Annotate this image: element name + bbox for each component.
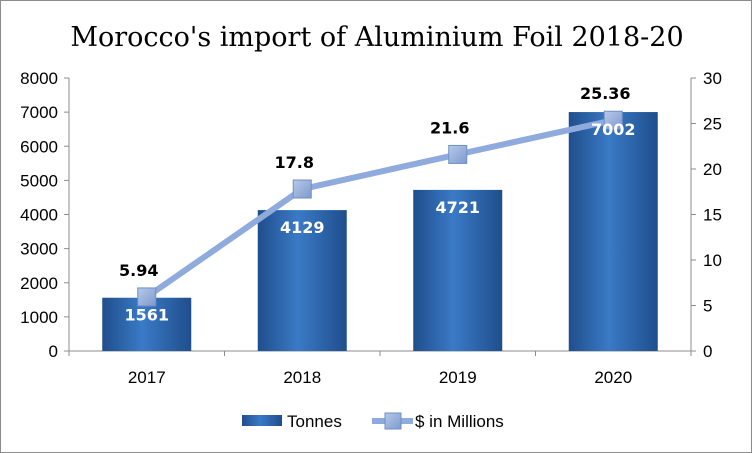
bar-2020: [568, 112, 658, 351]
legend: Tonnes $ in Millions: [242, 412, 504, 431]
x-tick-label: 2019: [439, 368, 477, 387]
line-marker-2018: [292, 179, 312, 199]
legend-line-marker: [384, 412, 402, 430]
left-tick-label: 8000: [20, 69, 58, 88]
right-tick-label: 5: [703, 297, 712, 316]
bar-value-label: 4129: [280, 218, 325, 237]
left-tick-label: 2000: [20, 274, 58, 293]
line-series: [137, 110, 623, 307]
right-tick-label: 0: [703, 342, 712, 361]
left-tick-label: 1000: [20, 308, 58, 327]
bar-value-label: 7002: [591, 120, 636, 139]
x-tick-label: 2017: [128, 368, 166, 387]
line-value-label: 25.36: [580, 84, 631, 103]
line-path: [145, 117, 614, 300]
bar-value-label: 1561: [124, 306, 169, 325]
left-tick-label: 6000: [20, 137, 58, 156]
line-marker-2017: [137, 287, 157, 307]
left-tick-label: 7000: [20, 103, 58, 122]
left-tick-label: 0: [49, 342, 58, 361]
left-tick-label: 5000: [20, 171, 58, 190]
data-labels: 1561 4129 4721 7002 5.94 17.8 21.6 25.36: [119, 84, 636, 325]
right-tick-label: 30: [703, 69, 722, 88]
x-tick-label: 2020: [594, 368, 632, 387]
chart-title: Morocco's import of Aluminium Foil 2018-…: [70, 22, 683, 53]
bar-2019: [413, 189, 503, 351]
left-tick-label: 4000: [20, 206, 58, 225]
axes: 0 1000 2000 3000 4000 5000 6000 7000 8000 0 5 10 15 2…: [20, 69, 722, 387]
x-tick-label: 2018: [283, 368, 321, 387]
line-marker-2020: [603, 110, 623, 130]
line-marker-2019: [448, 144, 468, 164]
line-value-label: 21.6: [430, 118, 469, 137]
bar-2017: [102, 297, 192, 351]
right-tick-label: 20: [703, 160, 722, 179]
left-tick-label: 3000: [20, 240, 58, 259]
bar-value-label: 4721: [435, 198, 480, 217]
right-tick-label: 10: [703, 251, 722, 270]
legend-bar-swatch: [242, 415, 282, 426]
right-tick-label: 15: [703, 206, 722, 225]
right-tick-label: 25: [703, 115, 722, 134]
line-value-label: 5.94: [119, 261, 158, 280]
line-value-label: 17.8: [275, 153, 314, 172]
bar-2018: [257, 210, 347, 351]
legend-label-usd: $ in Millions: [415, 412, 504, 431]
bar-series: [102, 112, 658, 351]
legend-label-tonnes: Tonnes: [287, 412, 342, 431]
